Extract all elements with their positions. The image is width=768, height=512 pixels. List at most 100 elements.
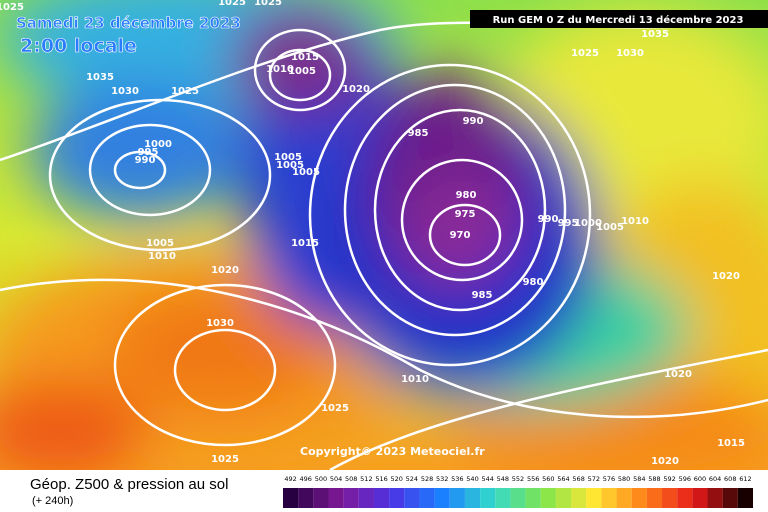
scale-label: 592 [663, 475, 675, 483]
run-info: Run GEM 0 Z du Mercredi 13 décembre 2023 [493, 14, 744, 26]
footer: Géop. Z500 & pression au sol (+ 240h) 49… [0, 470, 768, 512]
scale-label: 588 [648, 475, 660, 483]
isobar-label: 990 [538, 214, 559, 225]
isobar-label: 1000 [144, 139, 172, 150]
scale-swatch [586, 488, 602, 508]
isobar-label: 985 [472, 290, 493, 301]
isobar-label: 975 [455, 209, 476, 220]
scale-swatch [419, 488, 435, 508]
isobar-label: 1000 [574, 218, 602, 229]
scale-label: 564 [557, 475, 569, 483]
scale-swatch [298, 488, 314, 508]
scale-label: 516 [375, 475, 387, 483]
isobar-label: 985 [408, 128, 429, 139]
isobar-label: 1025 [218, 0, 246, 8]
isobar-label: 1010 [148, 251, 176, 262]
isobar-label: 1020 [342, 84, 370, 95]
isobar-label: 1035 [86, 72, 114, 83]
run-banner [470, 10, 768, 28]
scale-swatch [631, 488, 647, 508]
isobar-label: 1005 [274, 152, 302, 163]
isobar-label: 995 [558, 218, 579, 229]
isobar-label: 980 [523, 277, 544, 288]
isobar-label: 1020 [712, 271, 740, 282]
scale-label: 584 [633, 475, 645, 483]
scale-swatch [707, 488, 723, 508]
scale-swatch [313, 488, 329, 508]
scale-label: 496 [300, 475, 312, 483]
scale-swatch [571, 488, 587, 508]
copyright: Copyright© 2023 Meteociel.fr [300, 445, 485, 458]
scale-label: 548 [497, 475, 509, 483]
isobar-label: 1025 [0, 2, 24, 13]
scale-label: 560 [542, 475, 554, 483]
isobar-label: 1025 [571, 48, 599, 59]
scale-label: 604 [709, 475, 721, 483]
scale-swatch [358, 488, 374, 508]
scale-swatch [540, 488, 556, 508]
scale-swatch [692, 488, 708, 508]
scale-swatch [555, 488, 572, 508]
isobar-labels: 1025102510251035103010251000995990101010… [0, 0, 745, 467]
scale-swatch [389, 488, 405, 508]
scale-swatch [616, 488, 632, 508]
scale-label: 556 [527, 475, 539, 483]
scale-label: 540 [466, 475, 478, 483]
scale-swatch [662, 488, 678, 508]
scale-swatch [677, 488, 693, 508]
scale-label: 568 [572, 475, 584, 483]
scale-swatch [404, 488, 420, 508]
isobar-label: 1015 [291, 238, 319, 249]
footer-title: Géop. Z500 & pression au sol [30, 476, 229, 493]
scale-swatch [495, 488, 511, 508]
scale-label: 532 [436, 475, 448, 483]
scale-label: 524 [406, 475, 418, 483]
scale-label: 520 [390, 475, 402, 483]
scale-label: 612 [739, 475, 751, 483]
scale-label: 536 [451, 475, 463, 483]
scale-label: 544 [481, 475, 493, 483]
isobar-label: 995 [138, 147, 159, 158]
scale-label: 508 [345, 475, 357, 483]
isobar-label: 1005 [596, 222, 624, 233]
geopotential-field [0, 0, 768, 470]
isobar-label: 1025 [171, 86, 199, 97]
isobar-label: 1005 [288, 66, 316, 77]
scale-swatch [434, 488, 450, 508]
scale-label: 512 [360, 475, 372, 483]
scale-label: 552 [512, 475, 524, 483]
scale-label: 580 [618, 475, 630, 483]
scale-label: 504 [330, 475, 342, 483]
scale-swatch [464, 488, 481, 508]
isobar-label: 990 [463, 116, 484, 127]
isobars [0, 18, 768, 470]
isobar-label: 1005 [276, 160, 304, 171]
scale-swatch [283, 488, 299, 508]
isobar-label: 1005 [292, 167, 320, 178]
scale-swatch [510, 488, 526, 508]
scale-swatch [373, 488, 390, 508]
isobar-label: 1010 [401, 374, 429, 385]
isobar-label: 1020 [651, 456, 679, 467]
isobar-label: 1010 [621, 216, 649, 227]
scale-swatch [449, 488, 465, 508]
scale-label: 492 [284, 475, 296, 483]
scale-label: 600 [694, 475, 706, 483]
isobar-label: 980 [456, 190, 477, 201]
weather-map: Run GEM 0 Z du Mercredi 13 décembre 2023… [0, 0, 768, 470]
isobar-label: 1030 [616, 48, 644, 59]
scale-label: 608 [724, 475, 736, 483]
isobar-label: 1020 [664, 369, 692, 380]
isobar-label: 1005 [146, 238, 174, 249]
scale-swatch [646, 488, 663, 508]
scale-label: 572 [588, 475, 600, 483]
isobar-label: 970 [450, 230, 471, 241]
isobar-label: 1030 [206, 318, 234, 329]
scale-label: 500 [315, 475, 327, 483]
isobar-label: 1015 [717, 438, 745, 449]
scale-swatch [328, 488, 344, 508]
isobar-label: 1010 [266, 64, 294, 75]
scale-label: 528 [421, 475, 433, 483]
scale-label: 596 [679, 475, 691, 483]
